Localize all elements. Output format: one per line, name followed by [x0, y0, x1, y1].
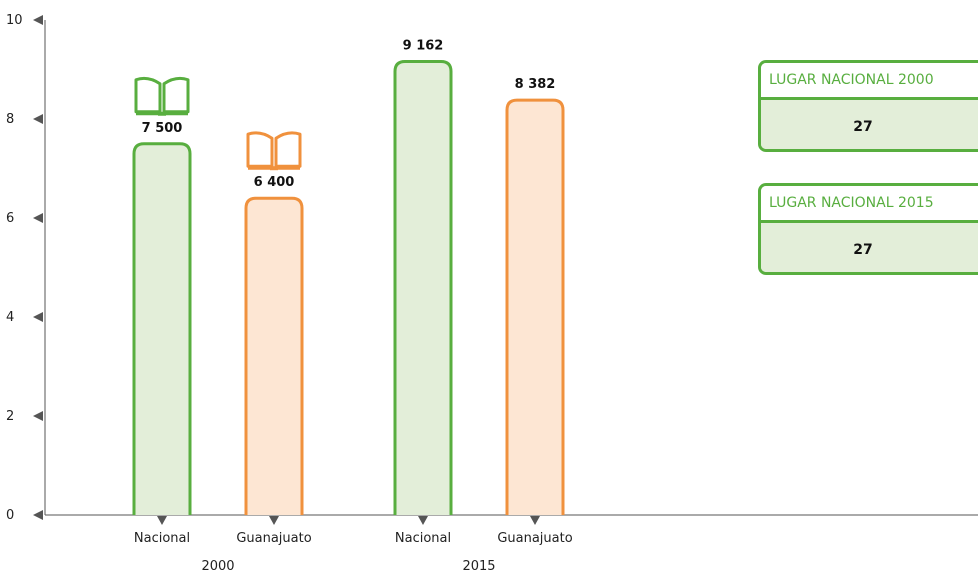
y-tick-mark	[33, 213, 43, 223]
y-tick-mark	[33, 15, 43, 25]
bars: 7 500 Nacional 6 400 Guanajuato 2000 9 162 Nac…	[132, 38, 573, 570]
y-axis-ticks: 0 2 4 6 8 10	[6, 13, 43, 523]
bar-2000-guanajuato	[244, 196, 304, 515]
bar-value-label: 8 382	[515, 77, 556, 92]
x-tick-mark	[418, 516, 428, 525]
open-book-icon	[246, 131, 302, 171]
rank-box-value: 27	[761, 223, 978, 272]
bar-fill	[395, 61, 451, 516]
category-label: Nacional	[134, 531, 190, 546]
y-tick-label: 0	[6, 508, 14, 523]
category-label: Guanajuato	[236, 531, 311, 546]
bar-2015-guanajuato	[505, 98, 565, 515]
y-tick-mark	[33, 312, 43, 322]
y-tick-mark	[33, 411, 43, 421]
bar-2015-nacional	[393, 59, 453, 515]
bar-fill	[134, 143, 190, 515]
bar-value-label: 6 400	[254, 175, 295, 190]
bar-2000-nacional	[132, 142, 192, 515]
y-tick-label: 4	[6, 310, 14, 325]
rank-box-value: 27	[761, 100, 978, 149]
x-tick-mark	[269, 516, 279, 525]
y-tick-label: 10	[6, 13, 23, 28]
rank-box-2015: LUGAR NACIONAL 2015 27	[758, 183, 978, 275]
group-label: 2000	[201, 559, 234, 570]
bar-fill	[507, 100, 563, 515]
rank-box-title: LUGAR NACIONAL 2000	[761, 63, 978, 100]
bar-fill	[246, 198, 302, 515]
category-label: Nacional	[395, 531, 451, 546]
group-label: 2015	[462, 559, 495, 570]
x-tick-mark	[157, 516, 167, 525]
rank-box-2000: LUGAR NACIONAL 2000 27	[758, 60, 978, 152]
y-tick-label: 6	[6, 211, 14, 226]
category-label: Guanajuato	[497, 531, 572, 546]
y-tick-label: 8	[6, 112, 14, 127]
open-book-icon	[134, 76, 190, 116]
icons	[134, 76, 302, 171]
bar-value-label: 7 500	[142, 121, 183, 136]
x-tick-mark	[530, 516, 540, 525]
rank-box-title: LUGAR NACIONAL 2015	[761, 186, 978, 223]
y-tick-label: 2	[6, 409, 14, 424]
y-tick-mark	[33, 510, 43, 520]
bar-value-label: 9 162	[403, 38, 444, 53]
y-tick-mark	[33, 114, 43, 124]
